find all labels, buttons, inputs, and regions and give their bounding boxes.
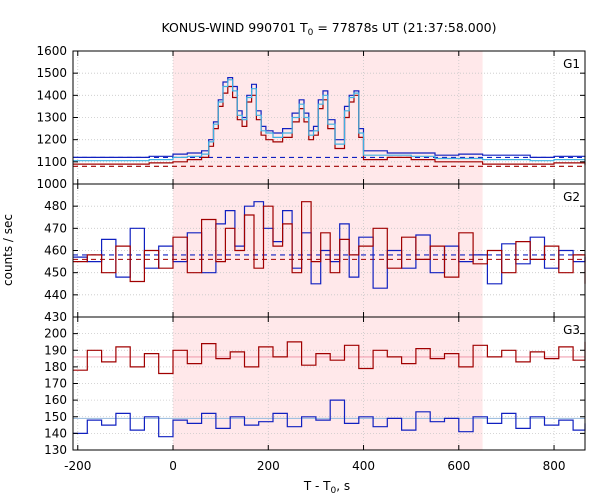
y-tick-label: 170 bbox=[44, 377, 67, 391]
series-line-cyan bbox=[73, 79, 586, 162]
x-tick-label: 200 bbox=[257, 459, 280, 473]
y-tick-label: 1600 bbox=[36, 44, 67, 58]
x-tick-label: 800 bbox=[543, 459, 566, 473]
y-tick-label: 200 bbox=[44, 327, 67, 341]
y-tick-label: 130 bbox=[44, 443, 67, 457]
y-tick-label: 440 bbox=[44, 288, 67, 302]
y-tick-label: 1400 bbox=[36, 88, 67, 102]
y-axis-label: counts / sec bbox=[1, 214, 15, 286]
y-tick-label: 1300 bbox=[36, 111, 67, 125]
x-tick-label: 400 bbox=[352, 459, 375, 473]
series-line-red bbox=[73, 201, 586, 284]
y-tick-label: 1200 bbox=[36, 133, 67, 147]
series-line-red bbox=[73, 341, 586, 375]
x-tick-label: 0 bbox=[169, 459, 177, 473]
panel-g3: 130 140 150 160 170 180 190 200 G3 bbox=[44, 316, 586, 457]
y-tick-label: 150 bbox=[44, 410, 67, 424]
panel-label: G2 bbox=[563, 190, 580, 204]
chart-title: KONUS-WIND 990701 T0 = 77878s UT (21:37:… bbox=[161, 20, 496, 38]
y-tick-label: 1000 bbox=[36, 177, 67, 191]
panel-g2: 430 440 450 460 470 480 G2 bbox=[44, 183, 586, 324]
y-tick-label: 480 bbox=[44, 199, 67, 213]
panel-g1: 1000 1100 1200 1300 1400 1500 1600 G1 bbox=[36, 44, 586, 191]
x-tick-label: 600 bbox=[447, 459, 470, 473]
x-axis-label: T - T0, s bbox=[303, 479, 350, 496]
y-tick-label: 140 bbox=[44, 426, 67, 440]
panel-label: G3 bbox=[563, 323, 580, 337]
y-tick-label: 1100 bbox=[36, 155, 67, 169]
y-tick-label: 1500 bbox=[36, 66, 67, 80]
y-tick-label: 450 bbox=[44, 266, 67, 280]
y-tick-label: 180 bbox=[44, 360, 67, 374]
y-tick-label: 430 bbox=[44, 310, 67, 324]
y-tick-label: 460 bbox=[44, 244, 67, 258]
panel-label: G1 bbox=[563, 57, 580, 71]
y-tick-label: 190 bbox=[44, 343, 67, 357]
y-tick-label: 160 bbox=[44, 393, 67, 407]
x-tick-label: -200 bbox=[64, 459, 91, 473]
y-tick-label: 470 bbox=[44, 221, 67, 235]
series-line-blue bbox=[73, 399, 586, 438]
series-line-blue bbox=[73, 77, 586, 158]
panels: 1000110012001300140015001600G14304404504… bbox=[36, 44, 586, 473]
